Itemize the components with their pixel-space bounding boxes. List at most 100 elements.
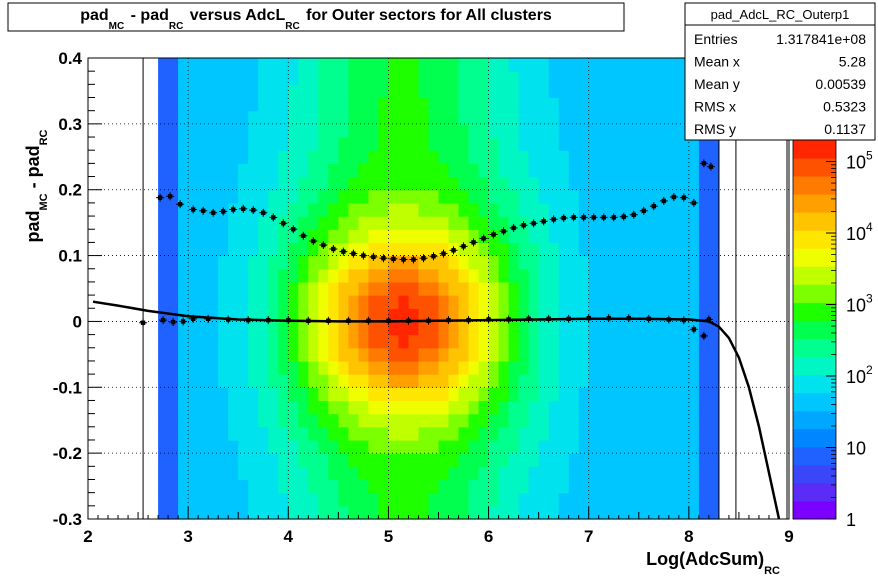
heatmap-cell (618, 110, 630, 125)
heatmap-cell (408, 268, 420, 283)
heatmap-cell (538, 189, 550, 204)
heatmap-cell (158, 321, 169, 336)
heatmap-cell (168, 453, 179, 467)
heatmap-cell (468, 295, 480, 309)
heatmap-cell (288, 229, 299, 243)
heatmap-cell (408, 479, 420, 494)
heatmap-cell (238, 281, 249, 296)
heatmap-cell (628, 216, 640, 230)
heatmap-cell (258, 255, 269, 270)
heatmap-cell (448, 176, 460, 191)
heatmap-cell (328, 58, 339, 72)
heatmap-cell (198, 426, 209, 441)
heatmap-cell (368, 84, 379, 99)
heatmap-cell (168, 387, 179, 402)
rms-profile-point (591, 215, 596, 220)
heatmap-cell (678, 229, 690, 243)
mean-profile (139, 314, 713, 340)
heatmap-cell (488, 163, 500, 178)
heatmap-cell (468, 453, 480, 467)
heatmap-cell (488, 492, 500, 507)
heatmap-cell (308, 202, 319, 217)
heatmap-cell (618, 84, 630, 99)
heatmap-cell (558, 229, 570, 243)
heatmap-cell (628, 97, 640, 112)
heatmap-cell (708, 216, 720, 230)
heatmap-cell (558, 492, 570, 507)
heatmap-cell (298, 453, 309, 467)
heatmap-cell (598, 453, 610, 467)
heatmap-cell (528, 492, 540, 507)
heatmap-cell (578, 176, 590, 191)
heatmap-cell (658, 137, 670, 151)
heatmap-cell (178, 334, 189, 349)
heatmap-cell (638, 479, 650, 494)
heatmap-cell (388, 479, 399, 494)
heatmap-cell (538, 97, 550, 112)
heatmap-cell (178, 84, 189, 99)
heatmap-cell (268, 413, 279, 428)
heatmap-cell (558, 453, 570, 467)
heatmap-cell (268, 400, 279, 415)
heatmap-cell (548, 413, 560, 428)
heatmap-cell (508, 505, 520, 520)
heatmap-cell (388, 347, 399, 362)
heatmap-cell (348, 374, 359, 388)
heatmap-cell (418, 453, 430, 467)
heatmap-cell (478, 374, 490, 388)
heatmap-cell (278, 387, 289, 402)
x-tick-label: 5 (384, 527, 393, 546)
heatmap-cell (358, 123, 369, 138)
heatmap-cell (688, 308, 700, 323)
heatmap-cell (388, 426, 399, 441)
heatmap-cell (668, 505, 680, 520)
rms-profile-point (220, 209, 226, 214)
heatmap-cell (288, 308, 299, 323)
heatmap-cell (658, 387, 670, 402)
heatmap-cell (228, 492, 239, 507)
heatmap-cell (318, 268, 329, 283)
heatmap-cell (678, 71, 690, 85)
heatmap-cell (238, 413, 249, 428)
heatmap-cell (488, 374, 500, 388)
color-scale-band (793, 356, 836, 376)
heatmap-cell (358, 281, 369, 296)
heatmap-cell (288, 84, 299, 99)
heatmap-cell (218, 387, 229, 402)
rms-profile-point (321, 242, 326, 248)
heatmap-cell (288, 453, 299, 467)
heatmap-cell (308, 453, 319, 467)
heatmap-cell (318, 150, 329, 164)
heatmap-cell (528, 189, 540, 204)
heatmap-cell (368, 347, 379, 362)
heatmap-cell (558, 71, 570, 85)
y-tick-label: 0.3 (58, 115, 82, 134)
heatmap-cell (178, 505, 189, 520)
heatmap-cell (538, 84, 550, 99)
heatmap-cell (538, 229, 550, 243)
heatmap-cell (448, 268, 460, 283)
heatmap-cell (448, 137, 460, 151)
heatmap-cell (208, 387, 219, 402)
heatmap-cell (418, 189, 430, 204)
heatmap-cell (328, 321, 339, 336)
heatmap-cell (298, 308, 309, 323)
heatmap-cell (578, 295, 590, 309)
heatmap-cell (288, 189, 299, 204)
heatmap-cell (608, 110, 620, 125)
heatmap-cell (428, 216, 440, 230)
heatmap-cell (428, 347, 440, 362)
heatmap-cell (278, 505, 289, 520)
heatmap-cell (368, 97, 379, 112)
heatmap-cell (478, 110, 490, 125)
heatmap-cell (338, 110, 349, 125)
heatmap-cell (708, 255, 720, 270)
heatmap-cell (508, 71, 520, 85)
x-tick-label: 6 (484, 527, 493, 546)
heatmap-cell (188, 84, 199, 99)
heatmap-cell (588, 255, 600, 270)
heatmap-cell (478, 58, 490, 72)
heatmap-cell (648, 281, 660, 296)
heatmap-cell (208, 110, 219, 125)
heatmap-cell (648, 137, 660, 151)
